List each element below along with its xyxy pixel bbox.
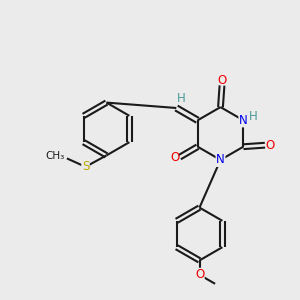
Text: CH₃: CH₃ — [45, 151, 64, 161]
Text: O: O — [195, 268, 204, 281]
Text: H: H — [177, 92, 186, 106]
Text: S: S — [82, 160, 89, 173]
Text: H: H — [249, 110, 257, 123]
Text: N: N — [216, 153, 225, 167]
Text: O: O — [266, 139, 275, 152]
Text: O: O — [170, 151, 179, 164]
Text: N: N — [239, 114, 248, 127]
Text: O: O — [218, 74, 226, 88]
